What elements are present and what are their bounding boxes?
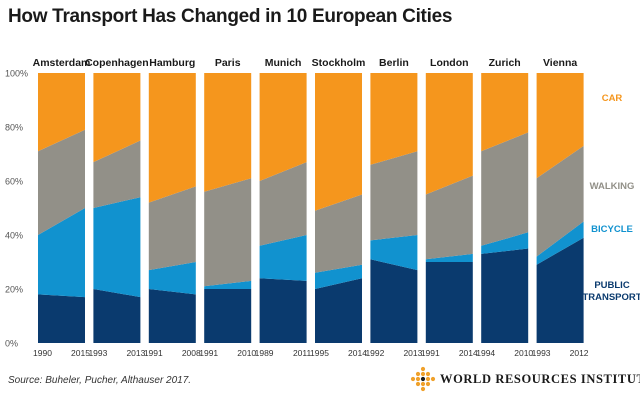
legend-label-walking: WALKING	[590, 181, 635, 192]
area-bicycle-zurich	[481, 232, 529, 254]
area-bicycle-munich	[259, 235, 307, 281]
area-walking-munich	[259, 162, 307, 246]
area-walking-stockholm	[315, 194, 362, 273]
city-label: Munich	[265, 57, 302, 69]
legend-label-bicycle: BICYCLE	[591, 224, 633, 235]
y-tick-label: 20%	[5, 285, 23, 295]
year-label: 1994	[476, 348, 495, 358]
chart-title: How Transport Has Changed in 10 European…	[8, 6, 453, 27]
y-tick-label: 80%	[5, 123, 23, 133]
area-car-berlin	[370, 73, 418, 165]
area-car-amsterdam	[38, 73, 85, 152]
logo-text: WORLD RESOURCES INSTITUTE	[440, 372, 640, 386]
legend-label-public: PUBLIC	[594, 280, 630, 291]
year-label: 1991	[421, 348, 440, 358]
area-public-transport-copenhagen	[93, 289, 141, 343]
city-label: London	[430, 57, 468, 69]
year-label: 1990	[33, 348, 52, 358]
year-label: 2008	[182, 348, 201, 358]
city-label: Berlin	[379, 57, 409, 69]
year-label: 2013	[126, 348, 145, 358]
area-walking-berlin	[370, 151, 418, 241]
year-label: 2010	[514, 348, 533, 358]
year-label: 1991	[199, 348, 218, 358]
area-public-transport-berlin	[370, 259, 418, 343]
year-label: 1989	[255, 348, 274, 358]
area-car-london	[425, 73, 473, 195]
city-label: Vienna	[543, 57, 577, 69]
area-car-paris	[204, 73, 252, 192]
area-public-transport-amsterdam	[38, 294, 85, 343]
area-car-stockholm	[315, 73, 362, 211]
year-label: 2012	[570, 348, 589, 358]
area-public-transport-vienna	[536, 237, 584, 343]
area-walking-copenhagen	[93, 140, 141, 208]
area-car-munich	[259, 73, 307, 181]
year-label: 1991	[144, 348, 163, 358]
y-tick-label: 100%	[5, 69, 28, 79]
city-label: Copenhagen	[85, 57, 149, 69]
area-walking-paris	[204, 178, 252, 287]
city-label: Hamburg	[149, 57, 195, 69]
year-label: 2015	[71, 348, 90, 358]
year-label: 1992	[365, 348, 384, 358]
year-label: 2013	[403, 348, 422, 358]
year-label: 2010	[237, 348, 256, 358]
area-bicycle-amsterdam	[38, 208, 85, 298]
area-bicycle-paris	[204, 280, 252, 289]
year-label: 2014	[459, 348, 478, 358]
area-car-copenhagen	[93, 73, 141, 163]
area-bicycle-stockholm	[315, 264, 362, 289]
area-walking-vienna	[536, 145, 584, 257]
area-walking-amsterdam	[38, 129, 85, 235]
year-label: 1993	[88, 348, 107, 358]
city-label: Stockholm	[312, 57, 366, 69]
wri-logo-icon	[410, 366, 436, 392]
area-public-transport-zurich	[481, 248, 529, 343]
area-bicycle-copenhagen	[93, 197, 141, 298]
y-tick-label: 60%	[5, 177, 23, 187]
source-note: Source: Buheler, Pucher, Althauser 2017.	[8, 375, 192, 386]
area-walking-london	[425, 175, 473, 260]
area-public-transport-stockholm	[315, 278, 362, 343]
year-label: 2011	[293, 348, 312, 358]
city-label: Paris	[215, 57, 241, 69]
area-car-vienna	[536, 73, 584, 179]
area-walking-hamburg	[148, 186, 196, 271]
area-bicycle-vienna	[536, 221, 584, 265]
city-label: Zurich	[489, 57, 521, 69]
area-walking-zurich	[481, 132, 529, 246]
year-label: 2014	[348, 348, 367, 358]
area-public-transport-london	[425, 262, 473, 343]
area-bicycle-london	[425, 253, 473, 262]
legend-label-car: CAR	[602, 93, 623, 104]
y-tick-label: 40%	[5, 231, 23, 241]
area-public-transport-munich	[259, 278, 307, 343]
y-tick-label: 0%	[5, 339, 18, 349]
legend-label-transport: TRANSPORT	[582, 292, 640, 303]
area-car-zurich	[481, 73, 529, 152]
year-label: 1993	[532, 348, 551, 358]
area-bicycle-berlin	[370, 235, 418, 271]
area-bicycle-hamburg	[148, 262, 196, 295]
area-public-transport-hamburg	[148, 289, 196, 343]
city-label: Amsterdam	[33, 57, 91, 69]
year-label: 1995	[310, 348, 329, 358]
area-public-transport-paris	[204, 289, 252, 343]
area-car-hamburg	[148, 73, 196, 203]
wri-logo: WORLD RESOURCES INSTITUTE	[410, 366, 640, 396]
